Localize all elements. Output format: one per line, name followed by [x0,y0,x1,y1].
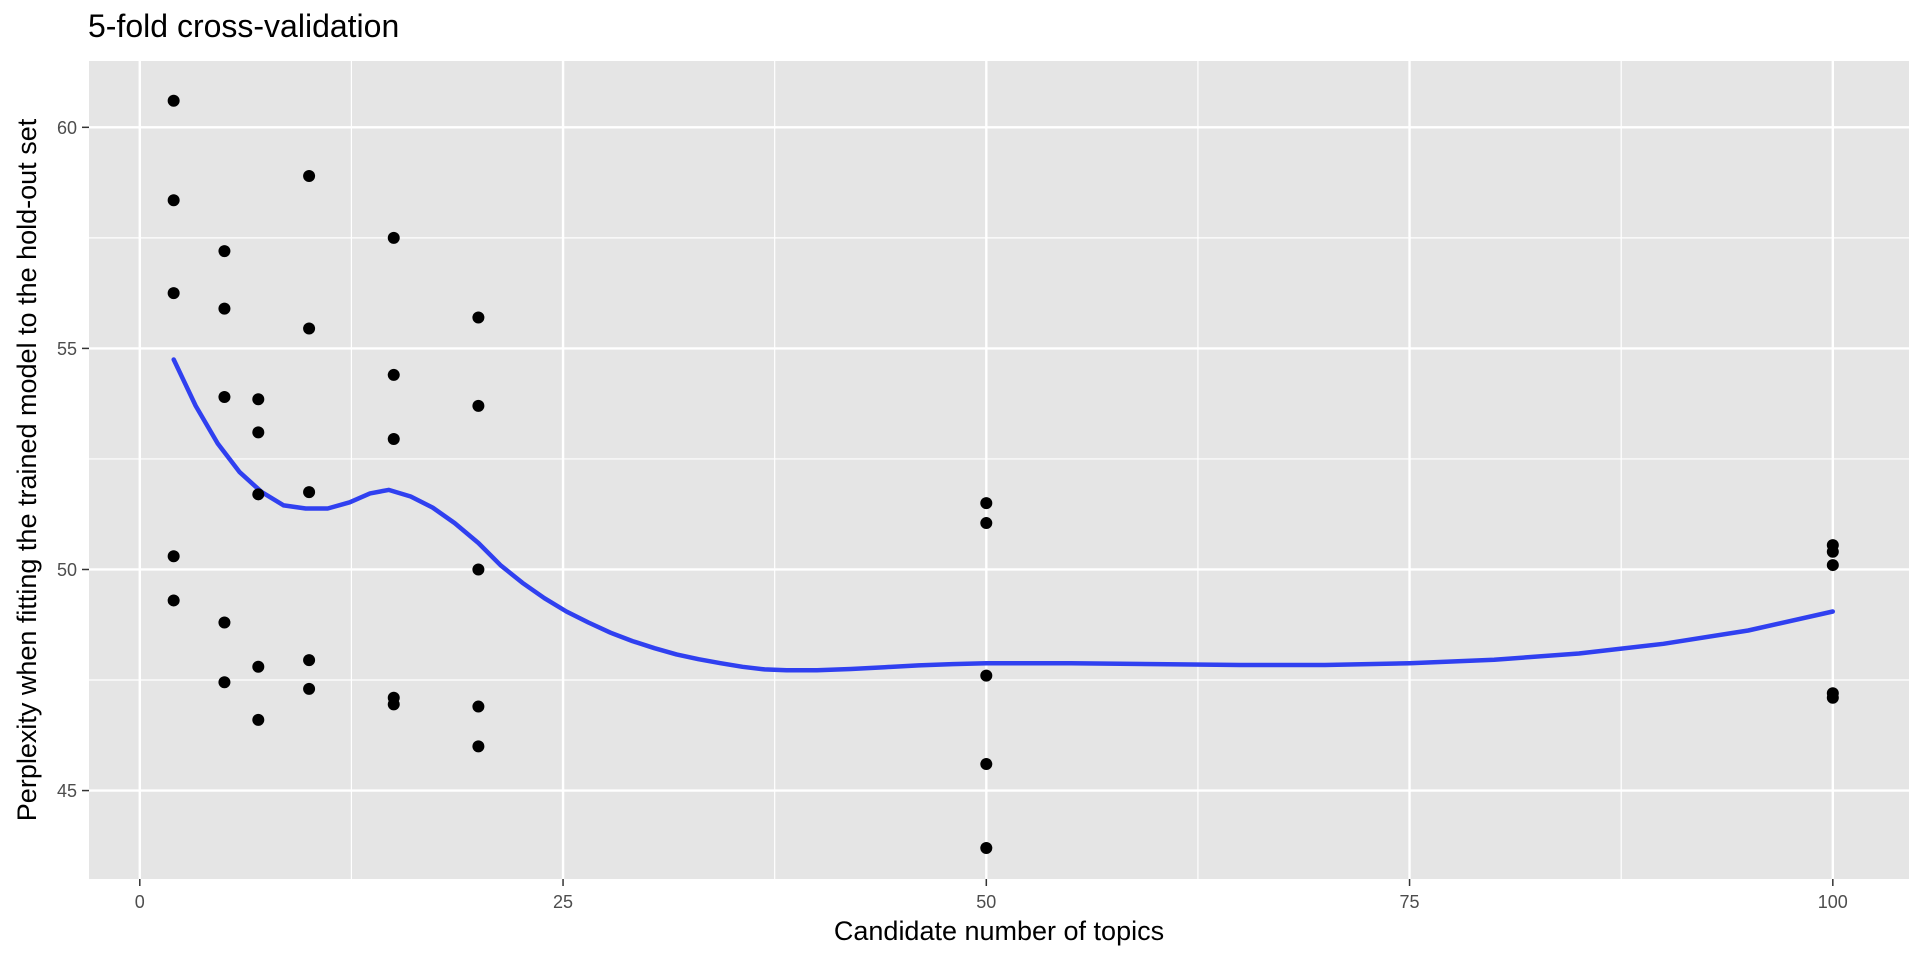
data-point [252,426,265,439]
data-point [167,287,180,300]
data-point [303,322,316,335]
data-point [167,594,180,607]
y-axis: 45 50 55 60 [57,118,89,801]
data-point [1826,691,1839,704]
data-point [167,94,180,107]
data-point [218,245,231,258]
y-tick-label: 50 [57,560,77,580]
data-points [167,94,1839,855]
data-point [218,391,231,404]
data-point [303,654,316,667]
plot-panel [89,61,1909,879]
data-point [218,616,231,629]
data-point [387,433,400,446]
y-tick-label: 60 [57,118,77,138]
data-point [1826,559,1839,572]
data-point [167,194,180,207]
x-tick-label: 0 [135,892,145,912]
x-tick-label: 100 [1818,892,1848,912]
data-point [387,698,400,711]
x-axis-title: Candidate number of topics [834,916,1164,946]
y-tick-label: 55 [57,339,77,359]
data-point [167,550,180,563]
data-point [980,517,993,530]
data-point [303,682,316,695]
chart-title: 5-fold cross-validation [88,8,400,44]
data-point [387,231,400,244]
major-gridlines [89,61,1909,879]
x-axis: 0 25 50 75 100 [135,879,1848,912]
data-point [980,842,993,855]
x-tick-label: 25 [553,892,573,912]
data-point [218,676,231,689]
data-point [252,713,265,726]
data-point [980,669,993,682]
data-point [252,660,265,673]
data-point [472,740,485,753]
data-point [472,700,485,713]
data-point [1826,545,1839,558]
data-point [252,488,265,501]
data-point [303,169,316,182]
data-point [303,486,316,499]
data-point [980,758,993,771]
data-point [387,368,400,381]
y-axis-title: Perplexity when fitting the trained mode… [12,118,42,821]
x-tick-label: 75 [1400,892,1420,912]
data-point [252,393,265,406]
data-point [218,302,231,315]
data-point [472,399,485,412]
data-point [980,497,993,510]
x-tick-label: 50 [976,892,996,912]
y-tick-label: 45 [57,781,77,801]
data-point [472,311,485,324]
smooth-trend-line [171,357,1836,673]
data-point [472,563,485,576]
